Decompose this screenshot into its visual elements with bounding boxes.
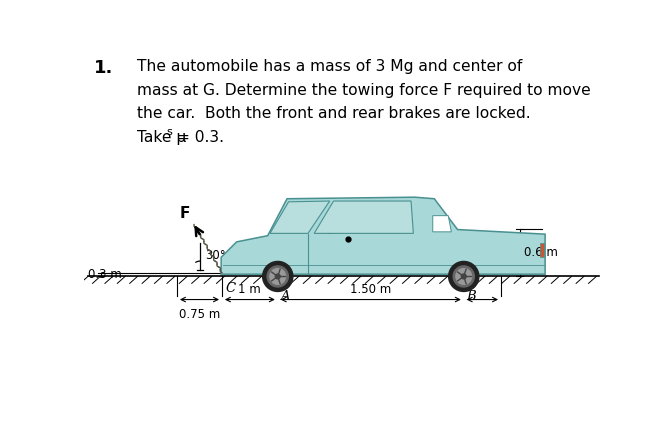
Text: s: s: [166, 127, 172, 137]
Circle shape: [449, 261, 479, 292]
Circle shape: [456, 269, 472, 284]
Circle shape: [270, 269, 286, 284]
Circle shape: [276, 274, 280, 279]
Text: 1.: 1.: [94, 59, 114, 77]
Text: mass at G. Determine the towing force F required to move: mass at G. Determine the towing force F …: [136, 83, 591, 98]
Polygon shape: [221, 197, 545, 274]
Text: F: F: [179, 206, 190, 221]
Circle shape: [263, 261, 293, 292]
Text: = 0.3.: = 0.3.: [172, 130, 224, 145]
Polygon shape: [314, 201, 413, 233]
Text: 0.3 m: 0.3 m: [88, 268, 122, 281]
Text: 30°: 30°: [205, 249, 226, 262]
Text: Take μ: Take μ: [136, 130, 186, 145]
FancyBboxPatch shape: [540, 243, 544, 257]
Text: C: C: [225, 282, 235, 295]
Text: G: G: [325, 223, 336, 237]
Text: 1.50 m: 1.50 m: [350, 283, 391, 296]
Text: the car.  Both the front and rear brakes are locked.: the car. Both the front and rear brakes …: [136, 106, 530, 121]
Circle shape: [462, 274, 466, 279]
Text: B: B: [466, 289, 476, 303]
Polygon shape: [433, 216, 452, 232]
Text: A: A: [280, 289, 290, 303]
Circle shape: [267, 266, 288, 287]
Text: 0.6 m: 0.6 m: [524, 246, 558, 259]
Polygon shape: [270, 201, 330, 233]
Text: 1 m: 1 m: [239, 283, 261, 296]
Text: The automobile has a mass of 3 Mg and center of: The automobile has a mass of 3 Mg and ce…: [136, 59, 522, 74]
Circle shape: [453, 266, 474, 287]
Text: 0.75 m: 0.75 m: [179, 308, 220, 321]
